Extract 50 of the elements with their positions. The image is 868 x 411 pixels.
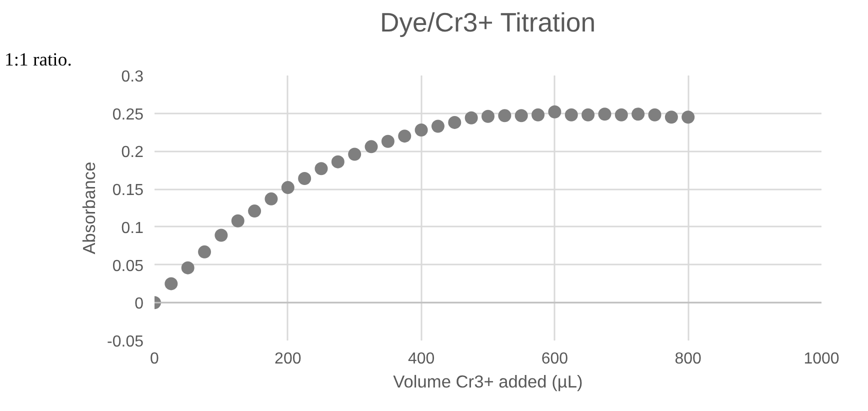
- point: [264, 192, 278, 206]
- y-tick-label: 0.05: [112, 258, 144, 275]
- point: [664, 110, 678, 124]
- point: [281, 181, 294, 194]
- point: [414, 124, 428, 136]
- x-tick-label: 200: [274, 350, 302, 368]
- point: [632, 108, 645, 121]
- point: [314, 162, 328, 176]
- point: [214, 228, 228, 242]
- point: [448, 116, 462, 129]
- x-tick-label: 400: [408, 350, 435, 368]
- y-tick-label: 0.15: [112, 182, 144, 200]
- y-tick-label: 0.25: [112, 106, 144, 124]
- y-tick-label: 0.1: [121, 220, 144, 237]
- point: [364, 140, 378, 154]
- point: [164, 277, 178, 290]
- point: [181, 261, 194, 274]
- point: [598, 108, 612, 121]
- point: [482, 110, 494, 123]
- chart-title: Dye/Cr3+ Titration: [380, 8, 596, 38]
- point: [198, 245, 212, 258]
- point: [298, 172, 312, 185]
- x-tick-label: 0: [150, 350, 160, 368]
- x-tick-label: 800: [674, 350, 702, 368]
- text: 1:1 ratio.: [4, 50, 72, 70]
- point: [548, 105, 562, 118]
- x-tick-label: 1000: [804, 350, 840, 368]
- point: [682, 110, 695, 124]
- point: [381, 134, 394, 148]
- y-axis-title: Absorbance: [79, 162, 100, 254]
- x-tick-label: 600: [541, 350, 568, 368]
- point: [464, 111, 478, 124]
- point: [431, 120, 444, 133]
- y-tick-label: 0.2: [121, 144, 144, 162]
- point: [231, 214, 244, 228]
- point: [648, 108, 662, 122]
- point: [331, 155, 344, 168]
- point: [564, 108, 578, 122]
- point: [532, 108, 545, 122]
- point: [582, 108, 595, 122]
- y-tick-label: 0: [134, 296, 144, 313]
- point: [514, 109, 528, 122]
- y-tick-label: 0.3: [121, 68, 144, 86]
- point: [398, 130, 412, 143]
- point: [614, 108, 628, 122]
- x-axis-title: Volume Cr3+ added (µL): [393, 372, 583, 392]
- y-tick-label: -0.05: [107, 334, 144, 350]
- point: [348, 148, 362, 161]
- point: [248, 204, 262, 218]
- point: [498, 109, 512, 122]
